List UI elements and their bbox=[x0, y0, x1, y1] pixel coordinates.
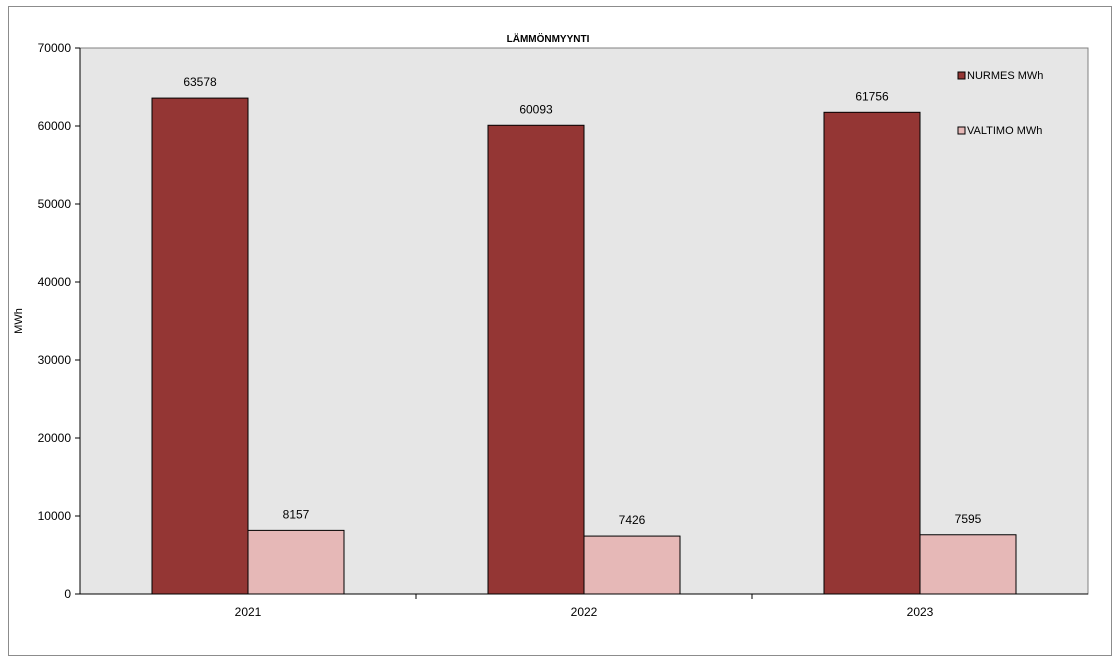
y-tick-label: 40000 bbox=[38, 275, 72, 289]
data-label: 7426 bbox=[619, 513, 646, 527]
legend-label: NURMES MWh bbox=[967, 70, 1043, 82]
legend-label: VALTIMO MWh bbox=[967, 125, 1042, 137]
bar-valtimo bbox=[583, 535, 681, 595]
legend: NURMES MWh VALTIMO MWh bbox=[957, 70, 1043, 137]
bar-nurmes bbox=[151, 97, 249, 595]
data-label: 7595 bbox=[955, 512, 982, 526]
bar-nurmes bbox=[487, 124, 585, 595]
y-tick-label: 70000 bbox=[38, 41, 72, 55]
legend-swatch bbox=[957, 126, 966, 135]
bar-valtimo bbox=[919, 534, 1017, 595]
y-tick-label: 60000 bbox=[38, 119, 72, 133]
legend-swatch bbox=[957, 71, 966, 80]
data-label: 8157 bbox=[283, 507, 310, 521]
bar-nurmes bbox=[823, 111, 921, 595]
y-tick-label: 0 bbox=[64, 587, 71, 601]
data-labels: 63578 8157 60093 7426 61756 7595 bbox=[183, 75, 981, 527]
data-label: 60093 bbox=[519, 102, 553, 116]
y-tick-label: 20000 bbox=[38, 431, 72, 445]
y-tick-label: 10000 bbox=[38, 509, 72, 523]
chart-title: LÄMMÖNMYYNTI bbox=[507, 32, 590, 45]
data-label: 63578 bbox=[183, 75, 217, 89]
data-label: 61756 bbox=[855, 89, 889, 103]
y-axis-title: MWh bbox=[13, 308, 25, 334]
y-tick-label: 30000 bbox=[38, 353, 72, 367]
bar-valtimo bbox=[247, 529, 345, 595]
y-tick-label: 50000 bbox=[38, 197, 72, 211]
bars bbox=[151, 97, 1017, 595]
x-tick-label: 2021 bbox=[235, 605, 262, 619]
x-tick-label: 2023 bbox=[907, 605, 934, 619]
x-tick-label: 2022 bbox=[571, 605, 598, 619]
